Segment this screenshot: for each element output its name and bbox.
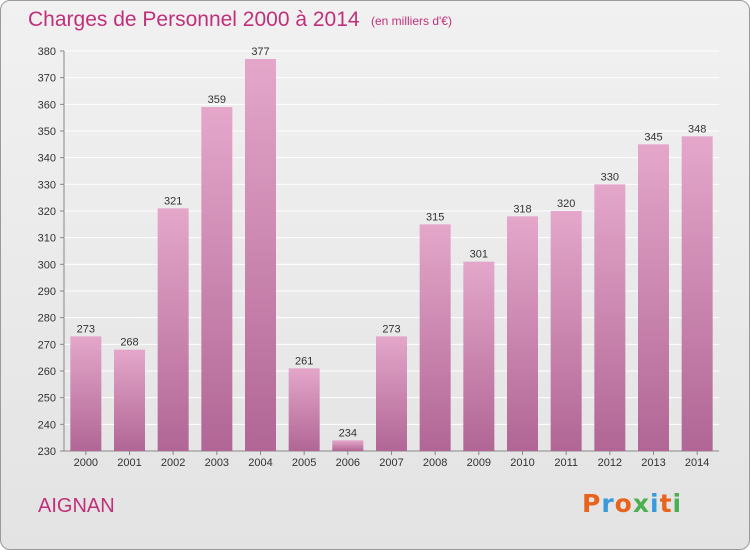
bar: [332, 440, 364, 451]
x-tick-label: 2006: [336, 457, 360, 469]
data-label: 321: [164, 195, 182, 207]
data-label: 345: [644, 131, 662, 143]
y-tick-label: 300: [38, 259, 56, 271]
x-tick-label: 2008: [423, 457, 447, 469]
y-tick-label: 250: [38, 393, 56, 405]
x-tick-label: 2004: [248, 457, 272, 469]
data-label: 261: [295, 355, 313, 367]
y-tick-label: 370: [38, 73, 56, 85]
logo-letter: i: [672, 489, 683, 518]
y-tick-label: 270: [38, 339, 56, 351]
y-tick-label: 260: [38, 366, 56, 378]
data-label: 273: [77, 323, 95, 335]
y-tick-label: 280: [38, 313, 56, 325]
y-tick-label: 340: [38, 153, 56, 165]
x-tick-label: 2014: [685, 457, 709, 469]
x-tick-label: 2001: [117, 457, 141, 469]
data-label: 273: [382, 323, 400, 335]
x-tick-label: 2012: [598, 457, 622, 469]
x-tick-label: 2003: [205, 457, 229, 469]
bar: [114, 349, 145, 451]
y-tick-label: 230: [38, 446, 56, 458]
data-label: 268: [120, 337, 138, 349]
y-tick-label: 360: [38, 99, 56, 111]
logo-letter: i: [650, 489, 660, 518]
logo-letter: o: [614, 489, 633, 518]
bar: [245, 59, 276, 451]
data-label: 377: [251, 46, 269, 58]
y-tick-label: 320: [38, 206, 56, 218]
y-tick-label: 240: [38, 419, 56, 431]
y-tick-label: 380: [38, 46, 56, 58]
chart-subtitle: (en milliers d'€): [371, 14, 452, 28]
proxiti-logo[interactable]: Proxiti: [582, 489, 682, 518]
town-name: AIGNAN: [38, 495, 115, 517]
bar: [201, 107, 233, 451]
bar: [376, 336, 407, 451]
data-label: 348: [688, 123, 706, 135]
data-label: 318: [513, 203, 531, 215]
x-tick-label: 2000: [74, 457, 98, 469]
chart-title: Charges de Personnel 2000 à 2014: [28, 8, 360, 31]
data-label: 234: [339, 427, 357, 439]
bar: [638, 144, 669, 452]
logo-letter: P: [582, 489, 602, 518]
bar: [507, 216, 538, 451]
x-tick-label: 2011: [554, 457, 578, 469]
data-label: 320: [557, 198, 575, 210]
bar: [419, 224, 451, 451]
y-tick-label: 290: [38, 286, 56, 298]
bar: [70, 336, 102, 451]
x-tick-label: 2002: [161, 457, 185, 469]
bar: [550, 211, 582, 451]
y-tick-label: 350: [38, 126, 56, 138]
logo-letter: t: [659, 489, 673, 518]
data-label: 330: [601, 171, 619, 183]
y-tick-label: 310: [38, 233, 56, 245]
x-tick-label: 2009: [467, 457, 491, 469]
data-label: 315: [426, 211, 444, 223]
logo-letter: r: [601, 489, 615, 518]
bar: [681, 136, 713, 452]
logo-letter: x: [632, 489, 650, 518]
bar: [594, 184, 626, 452]
x-tick-label: 2010: [510, 457, 534, 469]
x-tick-label: 2005: [292, 457, 316, 469]
data-label: 301: [470, 249, 488, 261]
x-tick-label: 2007: [379, 457, 403, 469]
y-tick-label: 330: [38, 179, 56, 191]
data-label: 359: [208, 94, 226, 106]
bar: [157, 208, 189, 451]
bar: [288, 368, 320, 451]
x-tick-label: 2013: [641, 457, 665, 469]
bar: [463, 261, 495, 451]
